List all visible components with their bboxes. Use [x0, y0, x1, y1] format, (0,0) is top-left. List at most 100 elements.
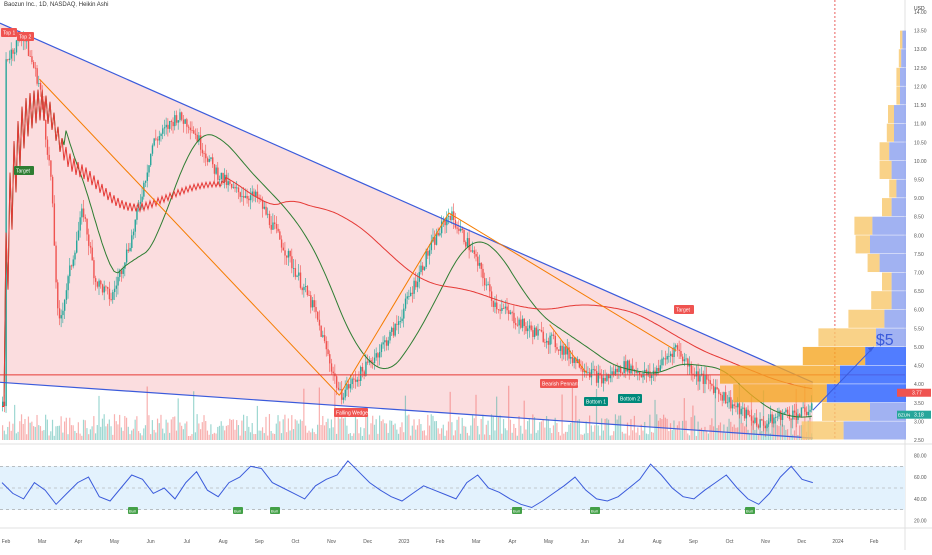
candle-body [317, 311, 319, 320]
candle-body [499, 309, 501, 311]
volume-bar [57, 425, 59, 440]
volume-bar [139, 433, 141, 440]
volume-bar [69, 417, 71, 440]
candle-body [737, 403, 739, 408]
volume-bar [22, 423, 24, 440]
volume-bar [592, 431, 594, 440]
candle-body [53, 203, 56, 246]
candle-body [88, 234, 90, 246]
volume-bar [511, 432, 513, 440]
x-tick-label: Mar [38, 539, 47, 545]
candle-body [382, 342, 384, 345]
candle-body [199, 135, 202, 150]
candle-body [521, 318, 524, 328]
candle-body [348, 384, 350, 389]
bearish-pennant-label-bg [540, 379, 578, 388]
volume-bar [547, 419, 549, 440]
volume-bar [191, 434, 193, 440]
candle-body [50, 160, 52, 177]
candle-body [60, 315, 62, 319]
candle-body [511, 312, 513, 314]
candle-body [718, 389, 720, 394]
volume-bar [742, 422, 744, 440]
candle-body [368, 360, 371, 363]
candle-body [76, 240, 78, 253]
volume-bar [222, 425, 224, 440]
volume-bar [103, 414, 105, 440]
bearish-pennant-label: Bearish Pennant [542, 382, 580, 388]
candle-body [313, 300, 315, 308]
candle-body [434, 237, 436, 245]
volume-profile-up [891, 198, 906, 217]
candle-body [687, 358, 689, 367]
volume-bar [790, 418, 792, 440]
volume-bar [317, 424, 319, 440]
volume-bar [490, 414, 493, 440]
candle-body [72, 259, 74, 267]
volume-bar [184, 423, 186, 440]
candle-body [379, 352, 381, 358]
candle-body [110, 299, 112, 300]
candle-body [783, 412, 785, 414]
candle-body [637, 371, 639, 373]
pattern-line [338, 212, 450, 396]
candle-body [337, 387, 340, 390]
x-tick-label: 2024 [832, 539, 843, 545]
candle-body [15, 40, 18, 53]
candle-body [487, 284, 489, 286]
candle-body [372, 362, 374, 364]
candle-body [730, 397, 732, 409]
candle-body [551, 334, 553, 336]
candle-body [571, 356, 574, 363]
volume-bar [311, 428, 314, 440]
volume-bar [435, 421, 438, 440]
volume-bar [718, 425, 720, 440]
volume-bar [768, 418, 770, 440]
candle-body [461, 228, 464, 230]
volume-bar [72, 425, 74, 440]
candle-body [215, 167, 217, 174]
volume-bar [60, 416, 62, 440]
candle-body [496, 302, 498, 310]
rsi-y-tick: 80.00 [914, 453, 927, 459]
volume-bar [685, 420, 687, 440]
candle-body [289, 250, 291, 257]
candle-body [725, 392, 727, 404]
candle-body [205, 153, 207, 159]
candle-body [719, 393, 722, 396]
candle-body [611, 371, 613, 375]
volume-bar [48, 435, 50, 440]
x-tick-label: Oct [291, 539, 299, 545]
candle-body [225, 174, 228, 186]
x-tick-label: Jul [184, 539, 190, 545]
volume-bar [568, 424, 570, 440]
volume-bar [707, 433, 710, 440]
volume-bar [475, 394, 477, 440]
volume-bar [53, 435, 55, 440]
candle-body [663, 358, 665, 360]
volume-bar [24, 418, 26, 440]
volume-bar [451, 422, 453, 440]
volume-bar [573, 421, 575, 440]
volume-bar [754, 429, 756, 440]
volume-bar [671, 430, 673, 440]
y-tick-label: 4.00 [914, 382, 924, 388]
candle-body [191, 130, 193, 131]
candle-body [158, 136, 161, 141]
candle-body [769, 414, 772, 422]
pattern-line [38, 78, 340, 396]
volume-bar [439, 433, 441, 440]
candle-body [170, 121, 173, 122]
volume-bar [389, 420, 391, 440]
volume-bar [497, 417, 499, 440]
volume-profile-down [854, 216, 873, 235]
volume-bar [253, 433, 255, 440]
volume-bar [38, 425, 40, 440]
volume-bar [131, 430, 133, 440]
volume-bar [88, 434, 90, 440]
volume-bar [289, 430, 291, 440]
projection-arrow [812, 346, 875, 411]
volume-bar [521, 433, 524, 440]
candle-body [475, 254, 477, 257]
